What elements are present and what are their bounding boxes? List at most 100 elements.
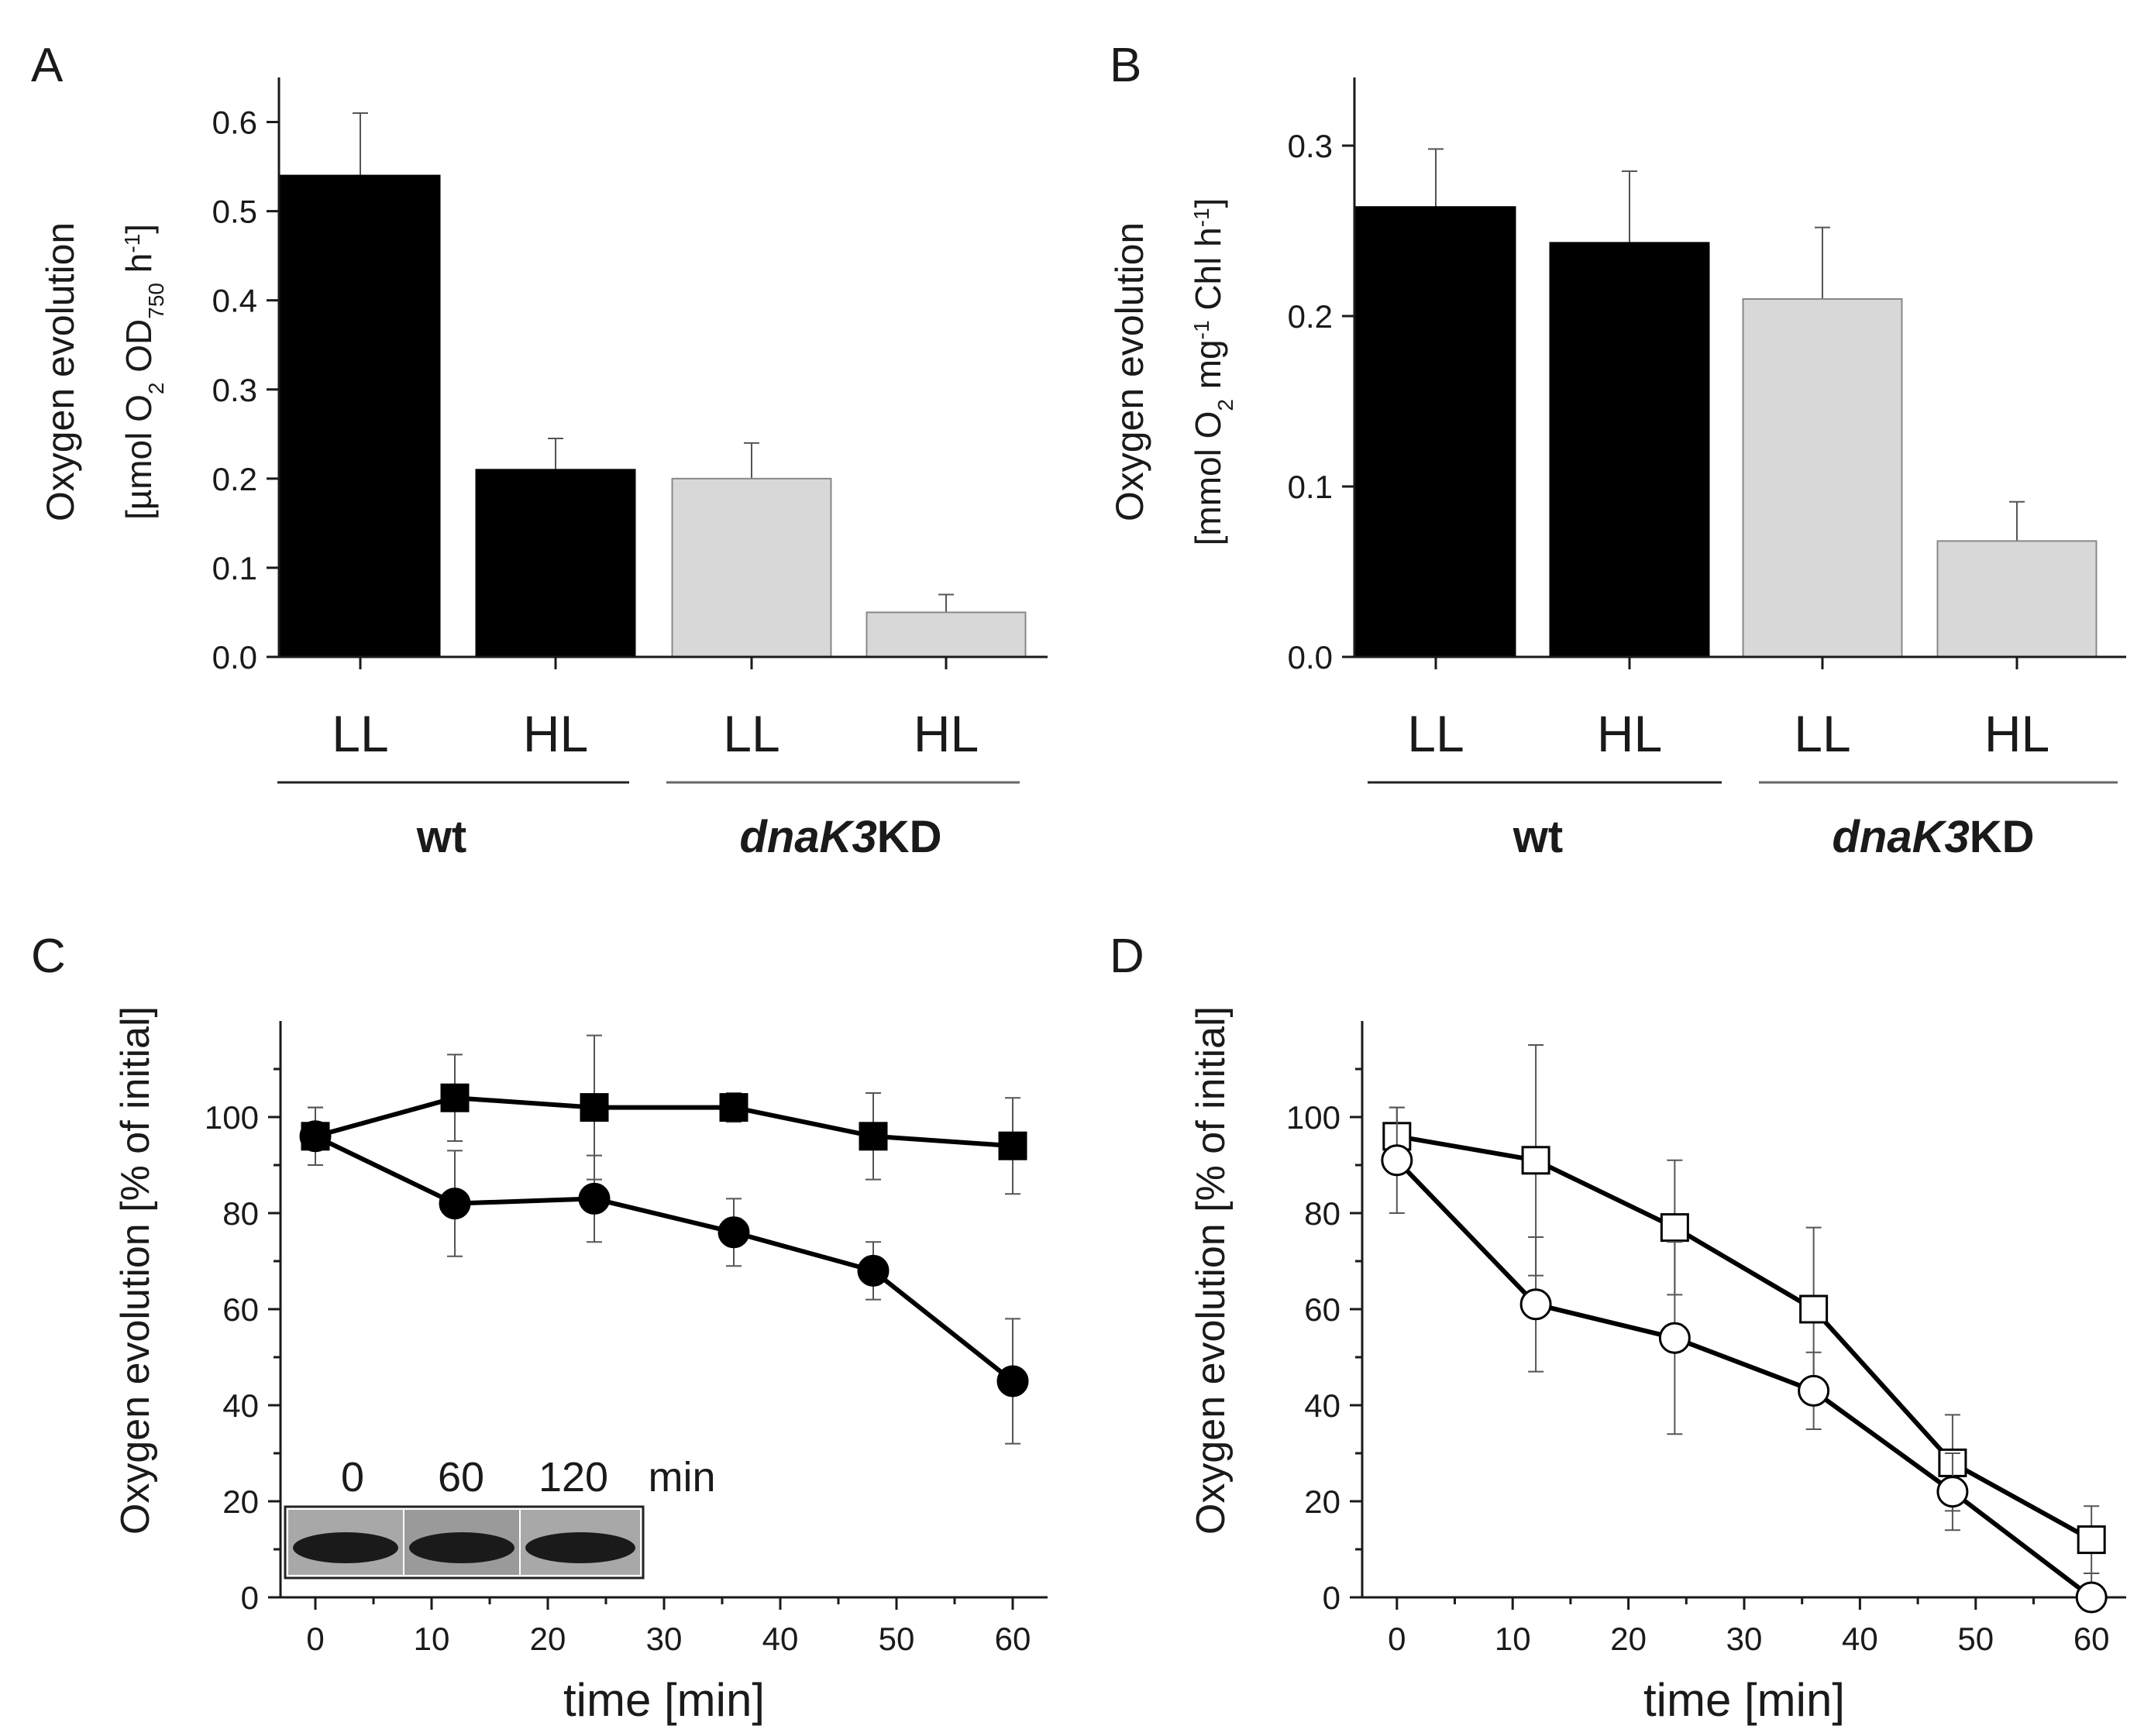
x-tick-label: 30 bbox=[1726, 1621, 1763, 1657]
data-point bbox=[440, 1083, 470, 1112]
y-axis-unit: [µmol O2 OD750 h-1] bbox=[119, 224, 168, 520]
group-label-italic: dnaK3 bbox=[739, 812, 876, 862]
group-label-bold: wt bbox=[1513, 812, 1563, 862]
y-tick-label: 0.2 bbox=[212, 461, 257, 497]
y-tick-label: 20 bbox=[222, 1483, 259, 1520]
panel-D: D 0 20 40 60 80 100 0 10 20 30 40 50 60 time [min] Oxyg… bbox=[1110, 930, 2126, 1726]
series-squares bbox=[1382, 1044, 2106, 1574]
data-point bbox=[1658, 1322, 1691, 1354]
y-tick-label: 0.2 bbox=[1288, 298, 1333, 335]
x-tick-label: 50 bbox=[879, 1621, 915, 1657]
y-axis-unit-part: h bbox=[119, 253, 159, 283]
y-tick-label: 0.1 bbox=[212, 550, 257, 586]
group-label-bold: wt bbox=[416, 812, 466, 862]
y-tick-label: 0.5 bbox=[212, 194, 257, 230]
y-tick-label: 80 bbox=[222, 1195, 259, 1232]
category-label: HL bbox=[523, 705, 588, 762]
y-tick-label: 60 bbox=[222, 1291, 259, 1328]
y-tick-label: 100 bbox=[1286, 1099, 1340, 1136]
category-label: HL bbox=[1597, 705, 1662, 762]
category-label: HL bbox=[1984, 705, 2049, 762]
inset-blot: 0 60 120 min bbox=[284, 1454, 716, 1580]
x-axis-title: time [min] bbox=[563, 1674, 765, 1726]
category-label: LL bbox=[723, 705, 779, 762]
category-label: LL bbox=[1407, 705, 1464, 762]
inset-band bbox=[525, 1532, 635, 1563]
bar bbox=[1549, 242, 1710, 658]
data-point bbox=[2077, 1525, 2106, 1555]
y-tick-label: 20 bbox=[1304, 1483, 1340, 1520]
data-point bbox=[1798, 1374, 1830, 1407]
bar bbox=[1742, 298, 1903, 658]
y-axis-unit-part: 750 bbox=[144, 283, 168, 319]
y-tick-label: 60 bbox=[1304, 1291, 1340, 1328]
series-circles bbox=[299, 1106, 1029, 1445]
group-label-bold: KD bbox=[877, 812, 942, 862]
series-line bbox=[315, 1095, 1013, 1149]
y-tick-label: 0 bbox=[241, 1580, 259, 1616]
y-tick-label: 0.3 bbox=[212, 372, 257, 408]
y-axis-unit-part: [mmol O bbox=[1188, 411, 1228, 546]
series-line bbox=[314, 1134, 1014, 1384]
panel-label: B bbox=[1110, 39, 1141, 92]
y-tick-label: 0.6 bbox=[212, 105, 257, 141]
category-label: LL bbox=[332, 705, 388, 762]
data-point bbox=[719, 1093, 749, 1122]
group-label: wt bbox=[1513, 812, 1563, 862]
x-tick-label: 0 bbox=[1388, 1621, 1406, 1657]
inset-lane-label: 60 bbox=[438, 1454, 484, 1501]
y-axis-unit-part: ] bbox=[119, 224, 159, 234]
y-axis-unit-part: ] bbox=[1188, 198, 1228, 208]
data-point bbox=[998, 1131, 1027, 1160]
x-tick-label: 10 bbox=[1495, 1621, 1531, 1657]
bar bbox=[1355, 206, 1516, 658]
data-point bbox=[718, 1216, 750, 1249]
y-tick-label: 40 bbox=[222, 1387, 259, 1424]
data-point bbox=[1660, 1213, 1689, 1243]
x-tick-label: 60 bbox=[995, 1621, 1031, 1657]
y-axis-unit-part: Chl h bbox=[1188, 227, 1228, 320]
group-label-italic: dnaK3 bbox=[1832, 812, 1969, 862]
category-label: HL bbox=[914, 705, 979, 762]
data-point bbox=[996, 1365, 1029, 1397]
y-tick-label: 0 bbox=[1323, 1580, 1340, 1616]
x-tick-label: 0 bbox=[306, 1621, 324, 1657]
y-tick-label: 0.1 bbox=[1288, 469, 1333, 505]
y-axis-unit-part: -1 bbox=[120, 234, 144, 253]
x-tick-label: 50 bbox=[1957, 1621, 1994, 1657]
y-tick-label: 0.0 bbox=[1288, 639, 1333, 675]
group-label: dnaK3KD bbox=[1832, 812, 2034, 862]
inset-band bbox=[293, 1532, 398, 1563]
y-axis-unit-part: mg bbox=[1188, 339, 1228, 399]
bar bbox=[866, 611, 1027, 658]
group-label-bold: KD bbox=[1970, 812, 2035, 862]
group-label: wt bbox=[416, 812, 466, 862]
data-point bbox=[1381, 1144, 1413, 1177]
data-point bbox=[1519, 1288, 1552, 1321]
data-point bbox=[578, 1182, 611, 1215]
data-point bbox=[1799, 1294, 1829, 1324]
data-point bbox=[299, 1120, 332, 1153]
x-tick-label: 40 bbox=[762, 1621, 799, 1657]
panel-label: D bbox=[1110, 930, 1144, 983]
series-squares bbox=[301, 1034, 1027, 1195]
panel-label: C bbox=[31, 930, 66, 983]
y-axis-unit-part: OD bbox=[119, 319, 159, 383]
bar bbox=[1936, 540, 2098, 658]
y-tick-label: 100 bbox=[205, 1099, 259, 1136]
panel-C: C 0 60 120 min 0 20 40 60 80 100 0 10 20 30 40 50 60 time … bbox=[31, 930, 1048, 1726]
x-tick-label: 60 bbox=[2073, 1621, 2110, 1657]
bar bbox=[280, 174, 441, 658]
inset-band bbox=[409, 1532, 514, 1563]
category-label: LL bbox=[1794, 705, 1850, 762]
data-point bbox=[1521, 1146, 1550, 1175]
y-tick-label: 0.0 bbox=[212, 639, 257, 675]
y-axis-title: Oxygen evolution [% of initial] bbox=[113, 1006, 158, 1535]
y-tick-label: 0.4 bbox=[212, 283, 257, 319]
data-point bbox=[2075, 1581, 2108, 1614]
x-tick-label: 10 bbox=[414, 1621, 450, 1657]
inset-unit-label: min bbox=[648, 1454, 715, 1501]
data-point bbox=[580, 1093, 609, 1122]
y-tick-label: 40 bbox=[1304, 1387, 1340, 1424]
